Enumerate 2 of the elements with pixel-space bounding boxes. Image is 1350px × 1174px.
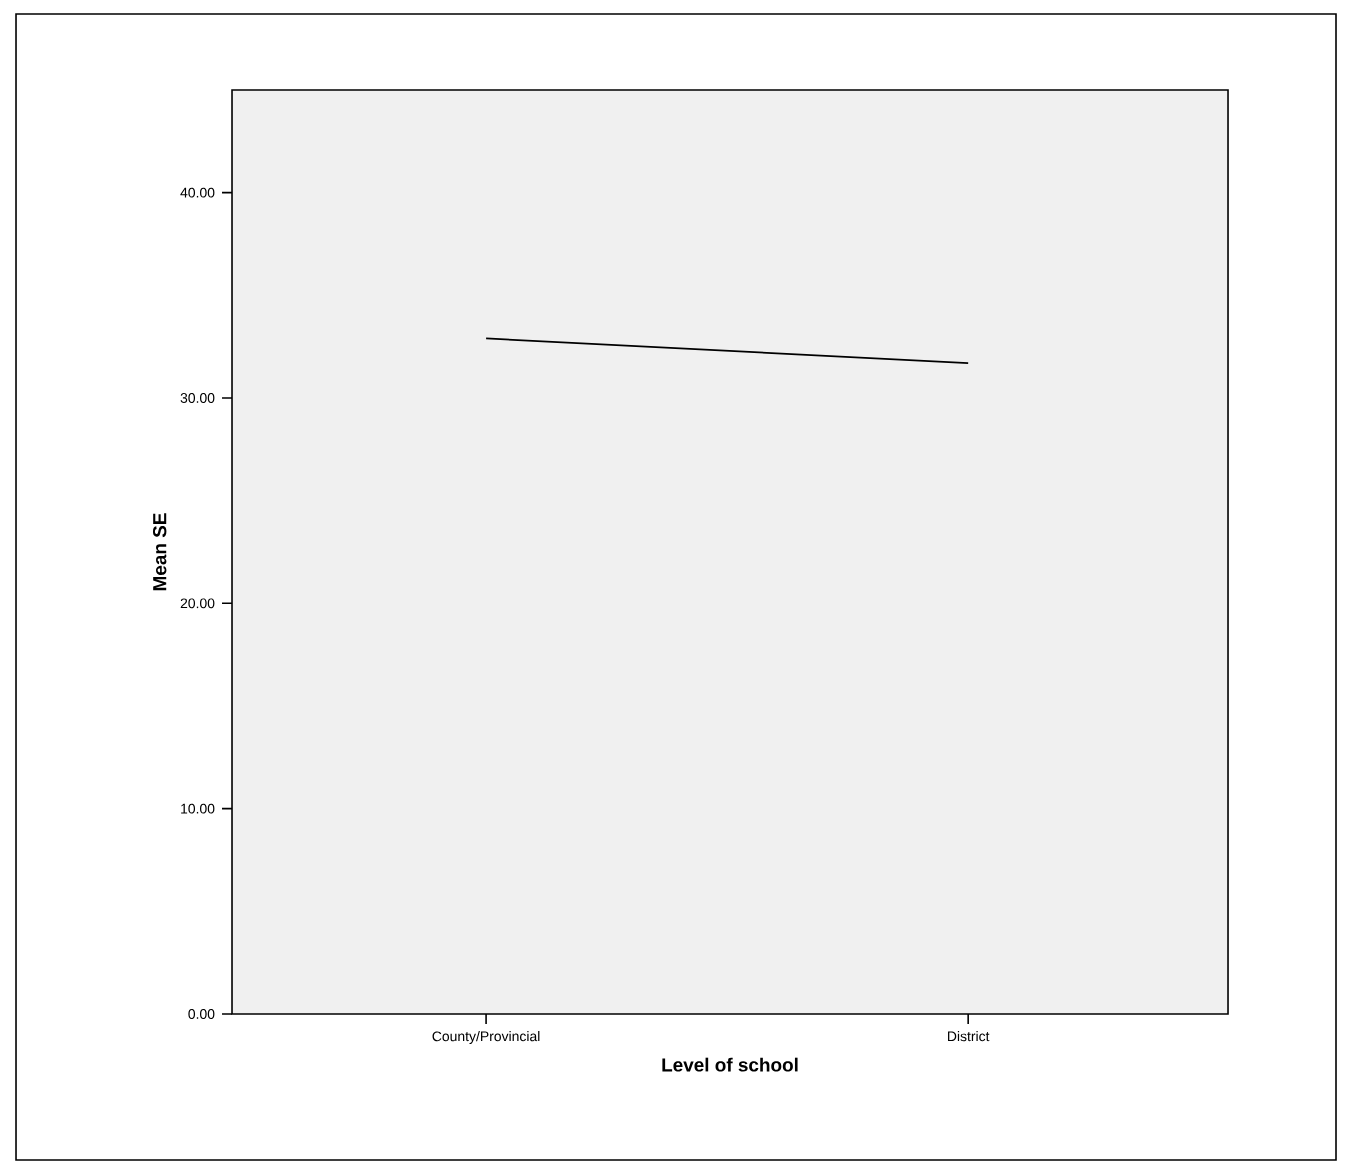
y-axis-title: Mean SE — [152, 513, 167, 591]
x-axis-title: Level of school — [662, 1057, 798, 1072]
